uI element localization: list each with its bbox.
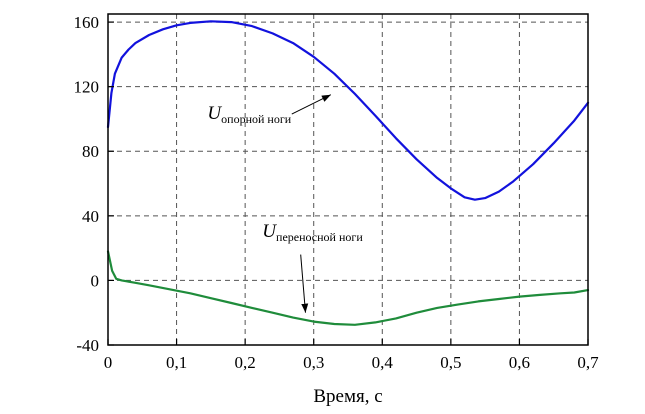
series-line-1 <box>106 250 590 326</box>
y-tick-label: 0 <box>91 271 100 290</box>
y-tick-label: 80 <box>82 142 99 161</box>
x-tick-label: 0,3 <box>303 353 324 372</box>
x-tick-label: 0 <box>104 353 113 372</box>
annotation-arrow-1 <box>300 254 309 313</box>
x-tick-label: 0,4 <box>372 353 394 372</box>
y-tick-label: 160 <box>74 13 100 32</box>
x-tick-label: 0,1 <box>166 353 187 372</box>
series-line-0 <box>106 20 590 201</box>
x-tick-label: 0,7 <box>577 353 599 372</box>
x-tick-label: 0,6 <box>509 353 530 372</box>
annotation-arrow-0 <box>291 94 332 115</box>
y-tick-label: -40 <box>76 336 99 355</box>
y-tick-label: 120 <box>74 78 100 97</box>
plot-border <box>107 13 589 346</box>
annotation-label-0: Uопорной ноги <box>207 103 291 126</box>
x-tick-label: 0,2 <box>235 353 256 372</box>
x-axis-title: Время, с <box>313 386 383 407</box>
y-tick-label: 40 <box>82 207 99 226</box>
annotation-label-1: Uпереносной ноги <box>262 221 363 244</box>
x-tick-label: 0,5 <box>440 353 461 372</box>
